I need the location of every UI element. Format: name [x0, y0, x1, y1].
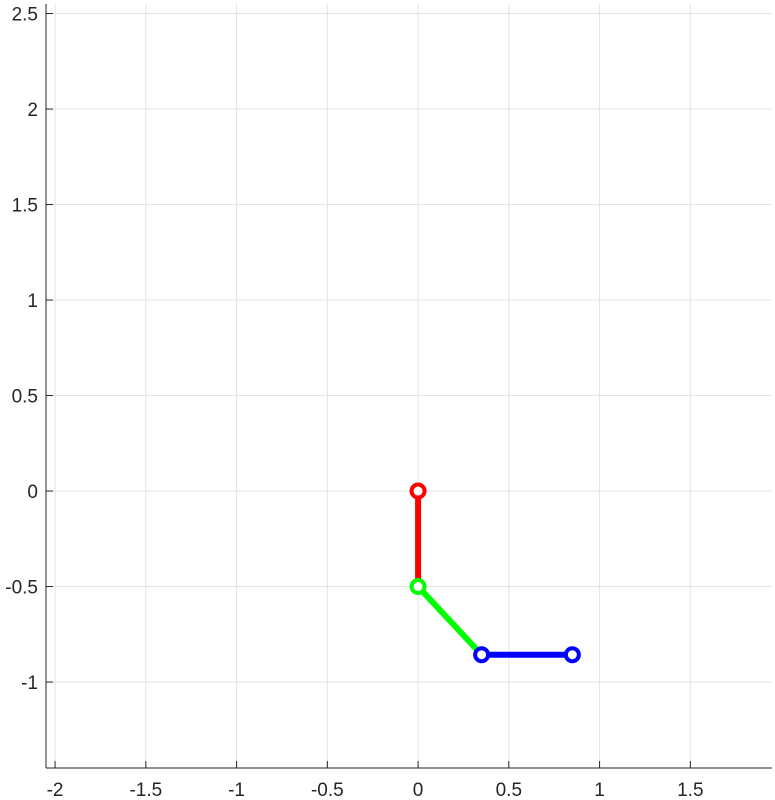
y-tick-label: 2.5 — [12, 5, 38, 26]
y-tick-label: 1 — [27, 291, 38, 312]
x-tick-label: -2 — [47, 780, 64, 800]
y-tick-label: 0 — [27, 482, 38, 503]
y-tick-label: 2 — [27, 100, 38, 121]
tick-labels: -2 -1.5 -1 -0.5 0 0.5 1 1.5 -1 -0.5 0 0.5 1 1.5 2 2.5 — [5, 5, 703, 800]
x-tick-label: -0.5 — [311, 780, 344, 800]
link-3-marker — [473, 646, 491, 664]
x-tick-label: 0 — [413, 780, 424, 800]
y-tick-label: -1 — [21, 673, 38, 694]
x-tick-label: -1.5 — [129, 780, 162, 800]
link-2-marker — [409, 578, 427, 596]
link-2-line — [415, 584, 484, 657]
x-tick-label: 0.5 — [496, 780, 522, 800]
tick-marks — [46, 13, 691, 768]
markers — [409, 482, 581, 664]
axes — [45, 4, 772, 769]
x-tick-label: -1 — [228, 780, 245, 800]
x-tick-label: 1.5 — [677, 780, 703, 800]
link-1-marker — [409, 482, 427, 500]
series — [415, 491, 573, 658]
x-tick-label: 1 — [594, 780, 605, 800]
y-tick-label: 1.5 — [12, 196, 38, 217]
y-tick-label: 0.5 — [12, 387, 38, 408]
link-3-marker — [563, 646, 581, 664]
grid — [46, 4, 772, 768]
y-tick-label: -0.5 — [5, 578, 38, 599]
